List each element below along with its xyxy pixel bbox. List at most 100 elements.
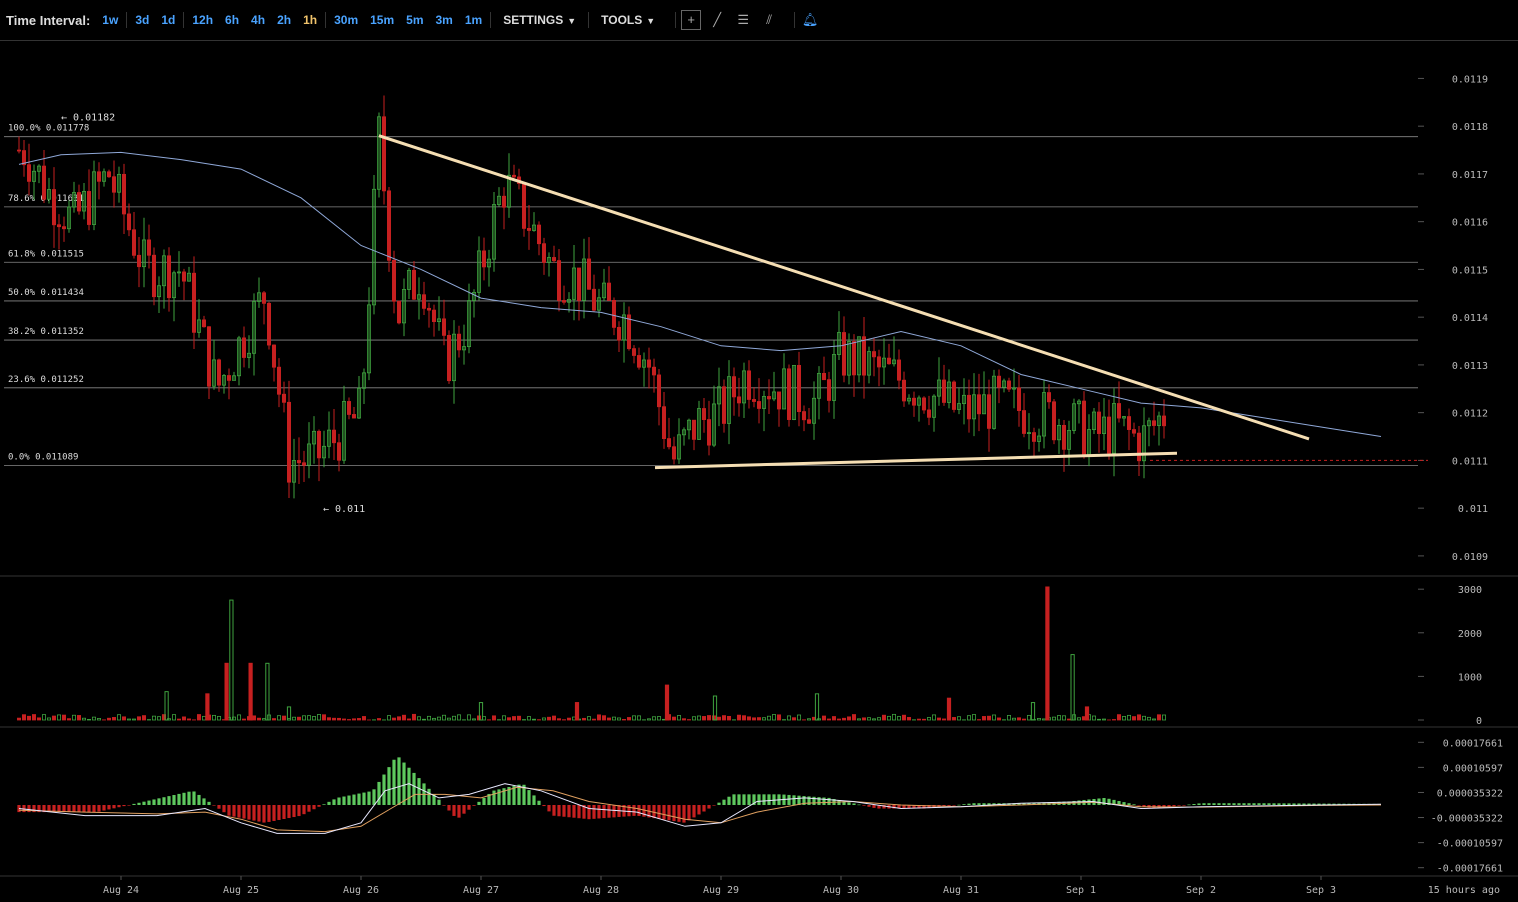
candle-up	[1057, 424, 1062, 441]
candle-up	[792, 364, 797, 420]
macd-histogram-bar	[977, 803, 981, 805]
interval-3m[interactable]: 3m	[435, 13, 453, 27]
volume-bar	[1097, 718, 1102, 721]
interval-15m[interactable]: 15m	[370, 13, 395, 27]
macd-histogram-bar	[992, 803, 996, 805]
macd-histogram-bar	[507, 787, 511, 805]
macd-histogram-bar	[572, 805, 576, 818]
macd-histogram-bar	[1202, 803, 1206, 805]
candle-up	[597, 297, 602, 311]
candle-down	[877, 356, 882, 368]
volume-bar	[932, 714, 937, 721]
interval-4h[interactable]: 4h	[251, 13, 266, 27]
macd-histogram-bar	[697, 805, 701, 815]
interval-3d[interactable]: 3d	[135, 13, 150, 27]
macd-histogram-bar	[727, 796, 731, 805]
interval-30m[interactable]: 30m	[334, 13, 359, 27]
macd-histogram-bar	[1112, 799, 1116, 805]
macd-histogram-bar	[1222, 803, 1226, 805]
x-tick-label: Aug 27	[463, 885, 499, 896]
interval-1w[interactable]: 1w	[102, 13, 119, 27]
price-panel: 0.0119 0.0118 0.0117 0.0116 0.0115 0.0114 0.01…	[0, 74, 1518, 577]
candle-up	[67, 206, 72, 230]
interval-12h[interactable]: 12h	[192, 13, 214, 27]
volume-bar	[326, 717, 331, 721]
candle-up	[1147, 420, 1152, 427]
macd-histogram-bar	[382, 774, 386, 805]
candle-up	[47, 189, 52, 200]
candle-up	[376, 116, 381, 190]
macd-histogram-bar	[112, 805, 116, 809]
volume-bar	[972, 714, 977, 721]
candle-down	[922, 397, 927, 411]
candle-up	[311, 430, 316, 445]
volume-bar	[72, 714, 77, 721]
volume-bar	[151, 715, 156, 721]
crosshair-icon[interactable]: +	[681, 10, 702, 30]
interval-1m[interactable]: 1m	[464, 13, 483, 27]
volume-bar	[622, 719, 627, 721]
macd-histogram-bar	[27, 805, 31, 813]
candle-up	[1042, 392, 1047, 437]
macd-histogram-bar	[707, 805, 711, 809]
candle-down	[797, 364, 802, 413]
macd-histogram-bar	[747, 794, 751, 805]
interval-1d[interactable]: 1d	[161, 13, 176, 27]
candle-up	[436, 318, 441, 322]
macd-histogram-bar	[367, 791, 371, 805]
trendline-icon[interactable]: ╱	[713, 12, 722, 27]
candle-up	[506, 174, 511, 208]
volume-bar	[431, 717, 436, 721]
macd-histogram-bar	[742, 794, 746, 805]
volume-bar	[942, 718, 947, 721]
candle-down	[1117, 403, 1122, 419]
candle-up	[251, 301, 256, 354]
volume-bar	[361, 716, 366, 721]
volume-bar	[181, 716, 186, 721]
volume-bar	[356, 718, 361, 721]
y-tick-label: 0	[1476, 716, 1482, 727]
volume-bar	[1062, 715, 1067, 721]
candle-up	[72, 192, 77, 208]
candle-up	[236, 337, 241, 377]
candle-down	[316, 430, 321, 459]
candle-down	[637, 355, 642, 368]
volume-bar	[446, 717, 451, 721]
volume-bar	[607, 717, 612, 721]
volume-bar	[757, 717, 762, 721]
volume-bar	[692, 716, 697, 721]
candle-up	[1122, 416, 1127, 419]
bell-icon[interactable]: 🔔︎	[801, 12, 819, 27]
fib-label: 23.6% 0.011252	[8, 375, 84, 385]
settings-menu[interactable]: SETTINGS ▼	[493, 13, 586, 27]
macd-histogram-bar	[597, 805, 601, 819]
volume-bar	[26, 715, 31, 721]
candle-down	[206, 326, 211, 387]
fib-fan-icon[interactable]: ⫽	[766, 12, 773, 27]
volume-bar	[652, 716, 657, 721]
volume-bar	[82, 717, 87, 721]
candle-down	[912, 397, 917, 406]
horizontal-lines-icon[interactable]: ☰	[737, 12, 749, 27]
macd-histogram-bar	[182, 792, 186, 805]
candle-down	[127, 213, 132, 231]
interval-5m[interactable]: 5m	[406, 13, 424, 27]
y-tick-label: -0.000035322	[1431, 814, 1503, 825]
candle-down	[296, 460, 301, 464]
volume-bar	[87, 719, 92, 721]
toolbar-divider	[588, 12, 590, 28]
macd-histogram-bar	[1137, 805, 1141, 806]
macd-histogram-bar	[817, 797, 821, 805]
interval-6h[interactable]: 6h	[225, 13, 240, 27]
macd-histogram-bar	[772, 794, 776, 805]
candle-up	[406, 269, 411, 290]
volume-bar	[637, 715, 642, 721]
interval-1h[interactable]: 1h	[303, 13, 318, 27]
interval-2h[interactable]: 2h	[277, 13, 292, 27]
tools-menu[interactable]: TOOLS ▼	[591, 13, 665, 27]
volume-bar	[1052, 716, 1057, 721]
candle-down	[241, 337, 246, 358]
macd-histogram-bar	[67, 805, 71, 813]
candle-down	[647, 359, 652, 368]
